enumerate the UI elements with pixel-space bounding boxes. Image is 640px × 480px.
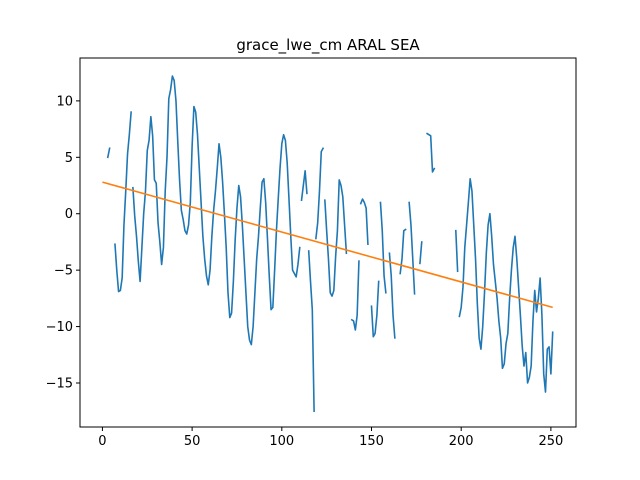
series-line-segment-9 <box>359 198 369 246</box>
y-tick-label: 10 <box>56 94 73 109</box>
series-line-segment-12 <box>388 252 396 339</box>
series-line-segment-4 <box>300 170 308 202</box>
series-line-segment-5 <box>307 250 315 413</box>
series-line-segment-6 <box>315 147 325 240</box>
series-line-segment-17 <box>454 229 459 273</box>
plot-frame <box>79 57 577 428</box>
series-line-segment-14 <box>408 201 416 295</box>
series-line-segment-13 <box>399 228 407 275</box>
chart-title: grace_lwe_cm ARAL SEA <box>236 36 420 55</box>
x-tick-label: 150 <box>359 434 384 449</box>
series-line-segment-18 <box>458 177 554 393</box>
trend-line <box>102 181 553 309</box>
series-line-segment-10 <box>370 280 380 338</box>
series-line-segment-1 <box>106 147 111 159</box>
axes-layer: 0 50 100 150 200 250 −15 −10 −5 0 5 10 <box>46 57 577 449</box>
series-line-segment-8 <box>350 260 360 331</box>
y-tick-label: 0 <box>65 207 73 222</box>
series-line-segment-3 <box>132 75 301 346</box>
y-tick-label: 5 <box>65 151 73 166</box>
series-line-segment-16 <box>426 132 436 173</box>
y-tick-label: −15 <box>46 376 73 391</box>
y-tick-label: −5 <box>54 264 73 279</box>
x-tick-label: 50 <box>184 434 201 449</box>
x-tick-label: 0 <box>98 434 106 449</box>
x-tick-label: 250 <box>538 434 563 449</box>
series-line-segment-11 <box>379 201 387 294</box>
x-tick-label: 200 <box>449 434 474 449</box>
series-layer <box>102 75 554 413</box>
x-tick-label: 100 <box>269 434 294 449</box>
y-tick-label: −10 <box>46 320 73 335</box>
series-line-segment-2 <box>114 111 132 293</box>
series-line-segment-15 <box>419 241 423 265</box>
series-line-segment-7 <box>324 179 348 297</box>
